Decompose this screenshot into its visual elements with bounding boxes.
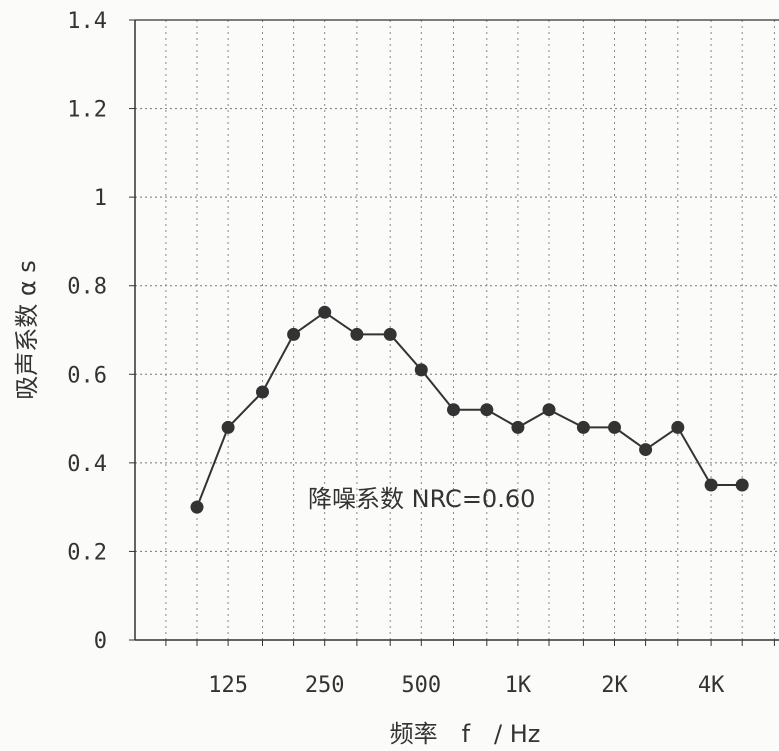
x-tick-label: 500 — [401, 673, 441, 698]
data-point — [256, 385, 270, 399]
nrc-annotation: 降噪系数 NRC=0.60 — [308, 485, 535, 513]
data-point — [447, 403, 461, 417]
data-point — [480, 403, 494, 417]
x-axis-title: 频率 f / Hz — [390, 720, 541, 748]
data-point — [318, 305, 332, 319]
data-point — [704, 478, 718, 492]
data-point — [511, 420, 525, 434]
y-tick-label: 0.2 — [67, 540, 107, 565]
x-tick-label: 1K — [505, 673, 532, 698]
data-point — [190, 500, 204, 514]
x-tick-label: 2K — [601, 673, 628, 698]
data-point — [350, 327, 364, 341]
series — [190, 305, 749, 514]
y-tick-label: 1.2 — [67, 98, 107, 123]
y-tick-label: 0.4 — [67, 452, 107, 477]
x-tick-labels: 125 250 500 1K 2K 4K — [208, 673, 725, 698]
x-tick-label: 250 — [305, 673, 345, 698]
series-line — [196, 311, 743, 508]
y-tick-label: 1.4 — [67, 9, 107, 34]
data-point — [607, 420, 621, 434]
y-tick-label: 0 — [94, 629, 107, 654]
data-point — [383, 327, 397, 341]
data-point — [542, 403, 556, 417]
data-point — [639, 443, 653, 457]
data-point — [287, 327, 301, 341]
axes — [129, 19, 779, 646]
data-point — [221, 420, 235, 434]
y-axis-title: 吸声系数 α s — [13, 260, 41, 400]
x-tick-label: 4K — [698, 673, 725, 698]
grid-lines — [135, 19, 779, 640]
y-tick-label: 0.8 — [67, 275, 107, 300]
y-tick-label: 0.6 — [67, 363, 107, 388]
y-tick-labels: 0 0.2 0.4 0.6 0.8 1 1.2 1.4 — [67, 9, 107, 654]
data-point — [671, 420, 685, 434]
data-point — [735, 478, 749, 492]
data-point — [414, 363, 428, 377]
data-point — [576, 420, 590, 434]
y-tick-label: 1 — [94, 186, 107, 211]
x-tick-label: 125 — [208, 673, 248, 698]
